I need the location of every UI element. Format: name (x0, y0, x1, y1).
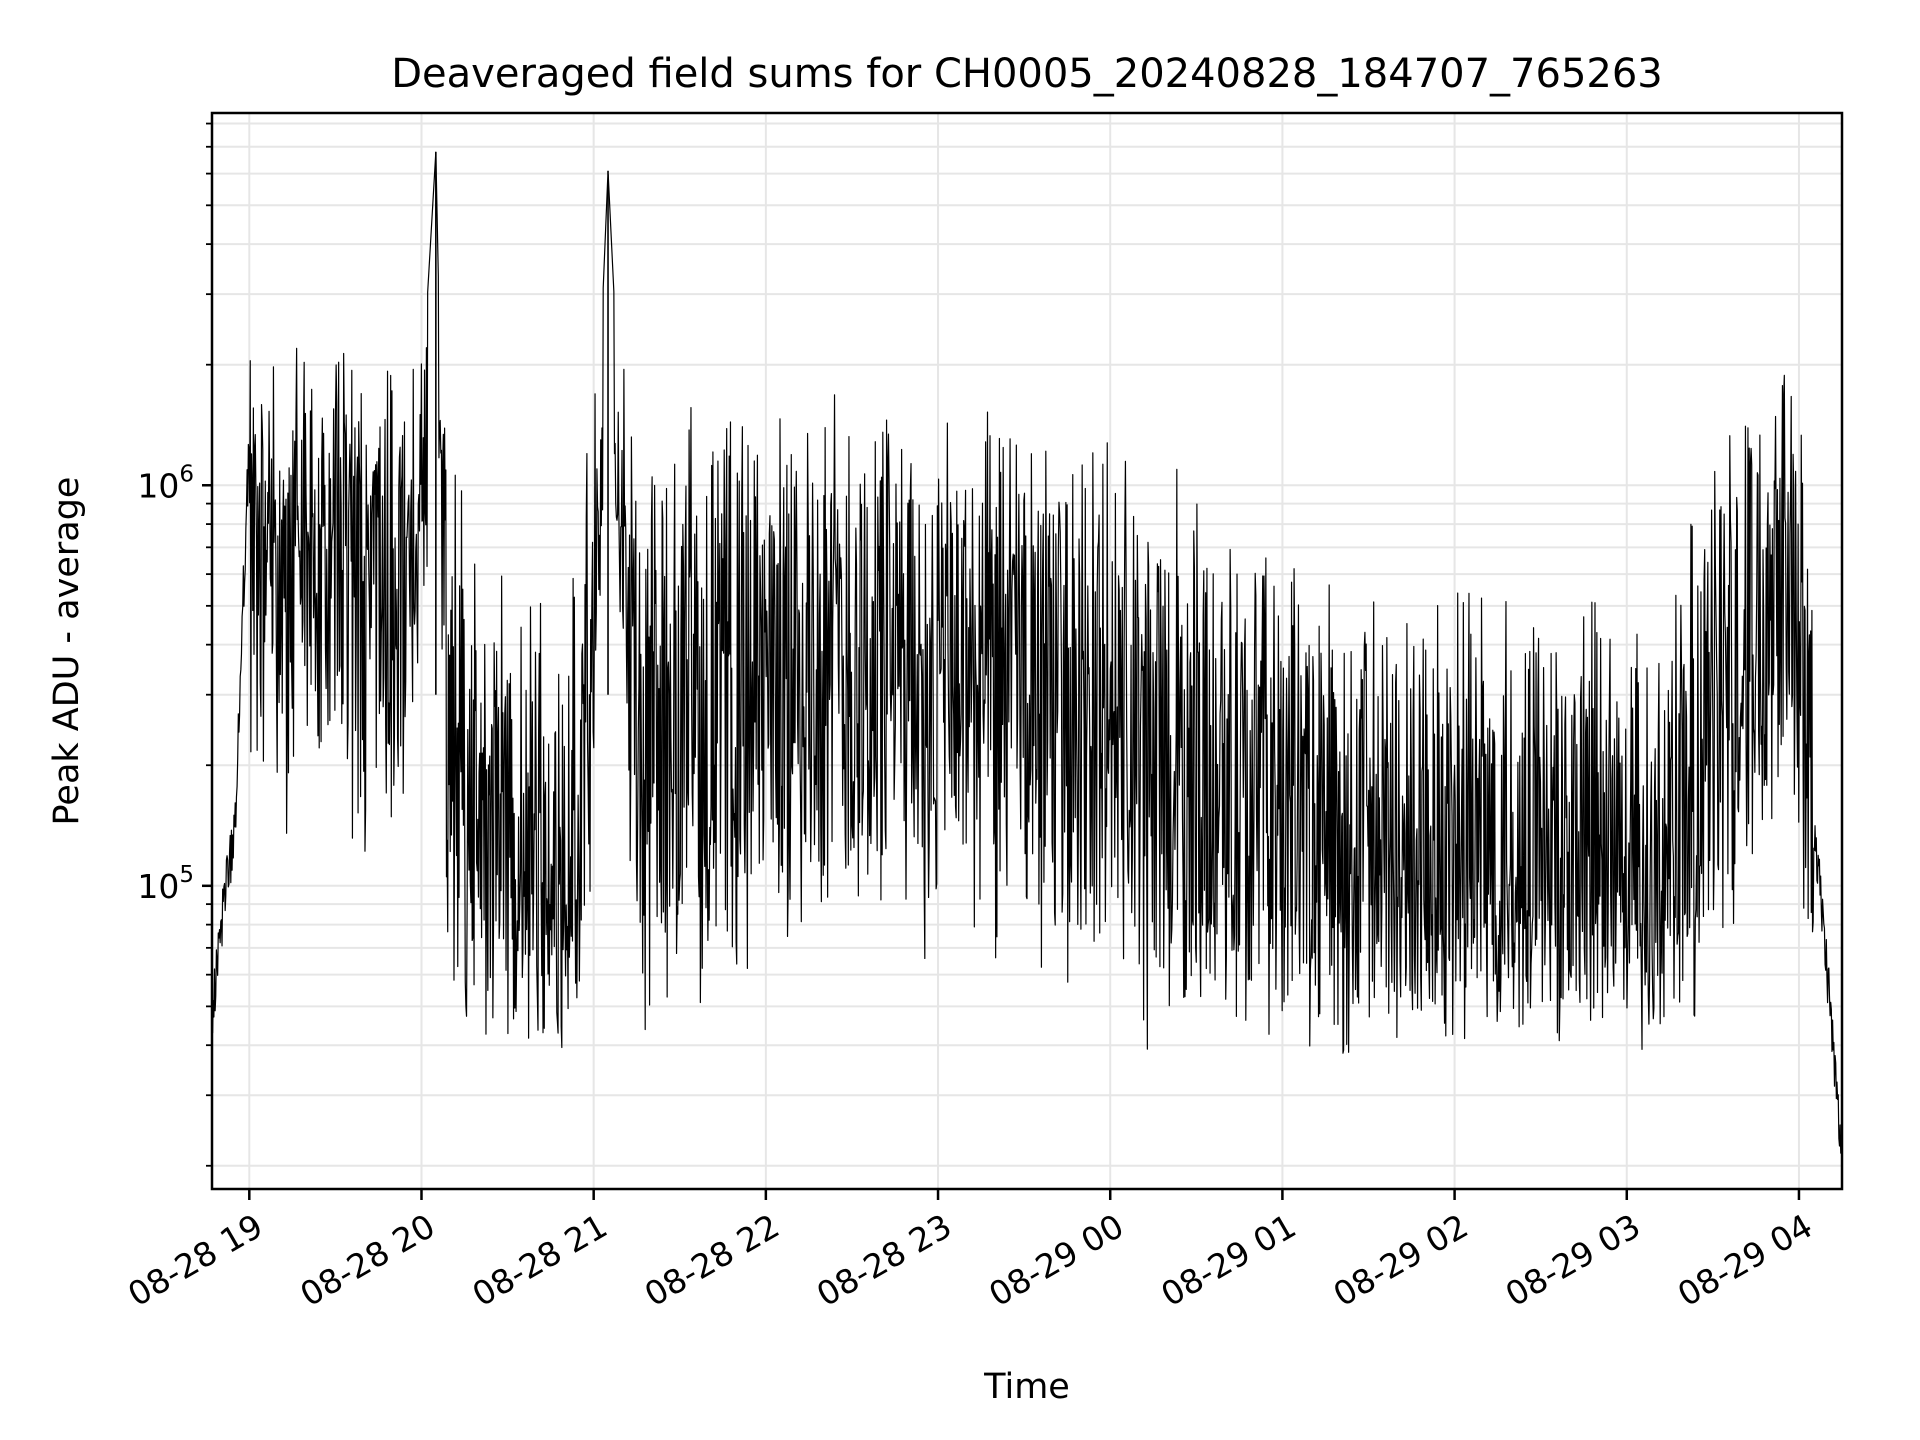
plot-frame (210, 111, 1844, 1191)
y-tick-label: 106 (137, 461, 194, 505)
plot-area (211, 151, 1843, 1170)
x-axis-label: Time (983, 1367, 1070, 1407)
chart-title: Deaveraged field sums for CH0005_2024082… (391, 51, 1663, 97)
y-axis-label: Peak ADU - average (47, 477, 87, 826)
series-line (211, 151, 1843, 1170)
